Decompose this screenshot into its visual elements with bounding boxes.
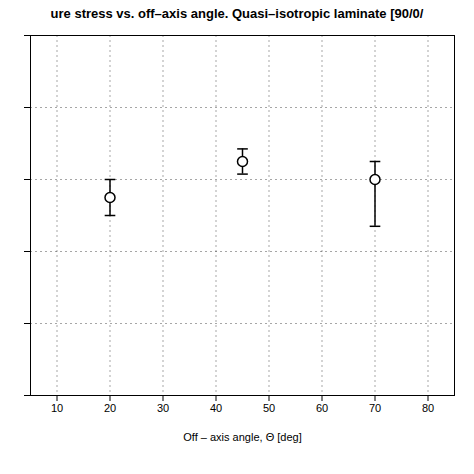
svg-text:70: 70: [369, 402, 381, 414]
svg-text:30: 30: [157, 402, 169, 414]
svg-text:20: 20: [104, 402, 116, 414]
svg-text:60: 60: [316, 402, 328, 414]
svg-text:40: 40: [210, 402, 222, 414]
svg-text:10: 10: [51, 402, 63, 414]
svg-text:Off – axis angle, Θ [deg]: Off – axis angle, Θ [deg]: [183, 431, 301, 443]
svg-text:50: 50: [263, 402, 275, 414]
html-text:ure stress vs. off–axis angle.: ure stress vs. off–axis angle. Quasi–iso…: [50, 6, 424, 21]
svg-text:80: 80: [422, 402, 434, 414]
